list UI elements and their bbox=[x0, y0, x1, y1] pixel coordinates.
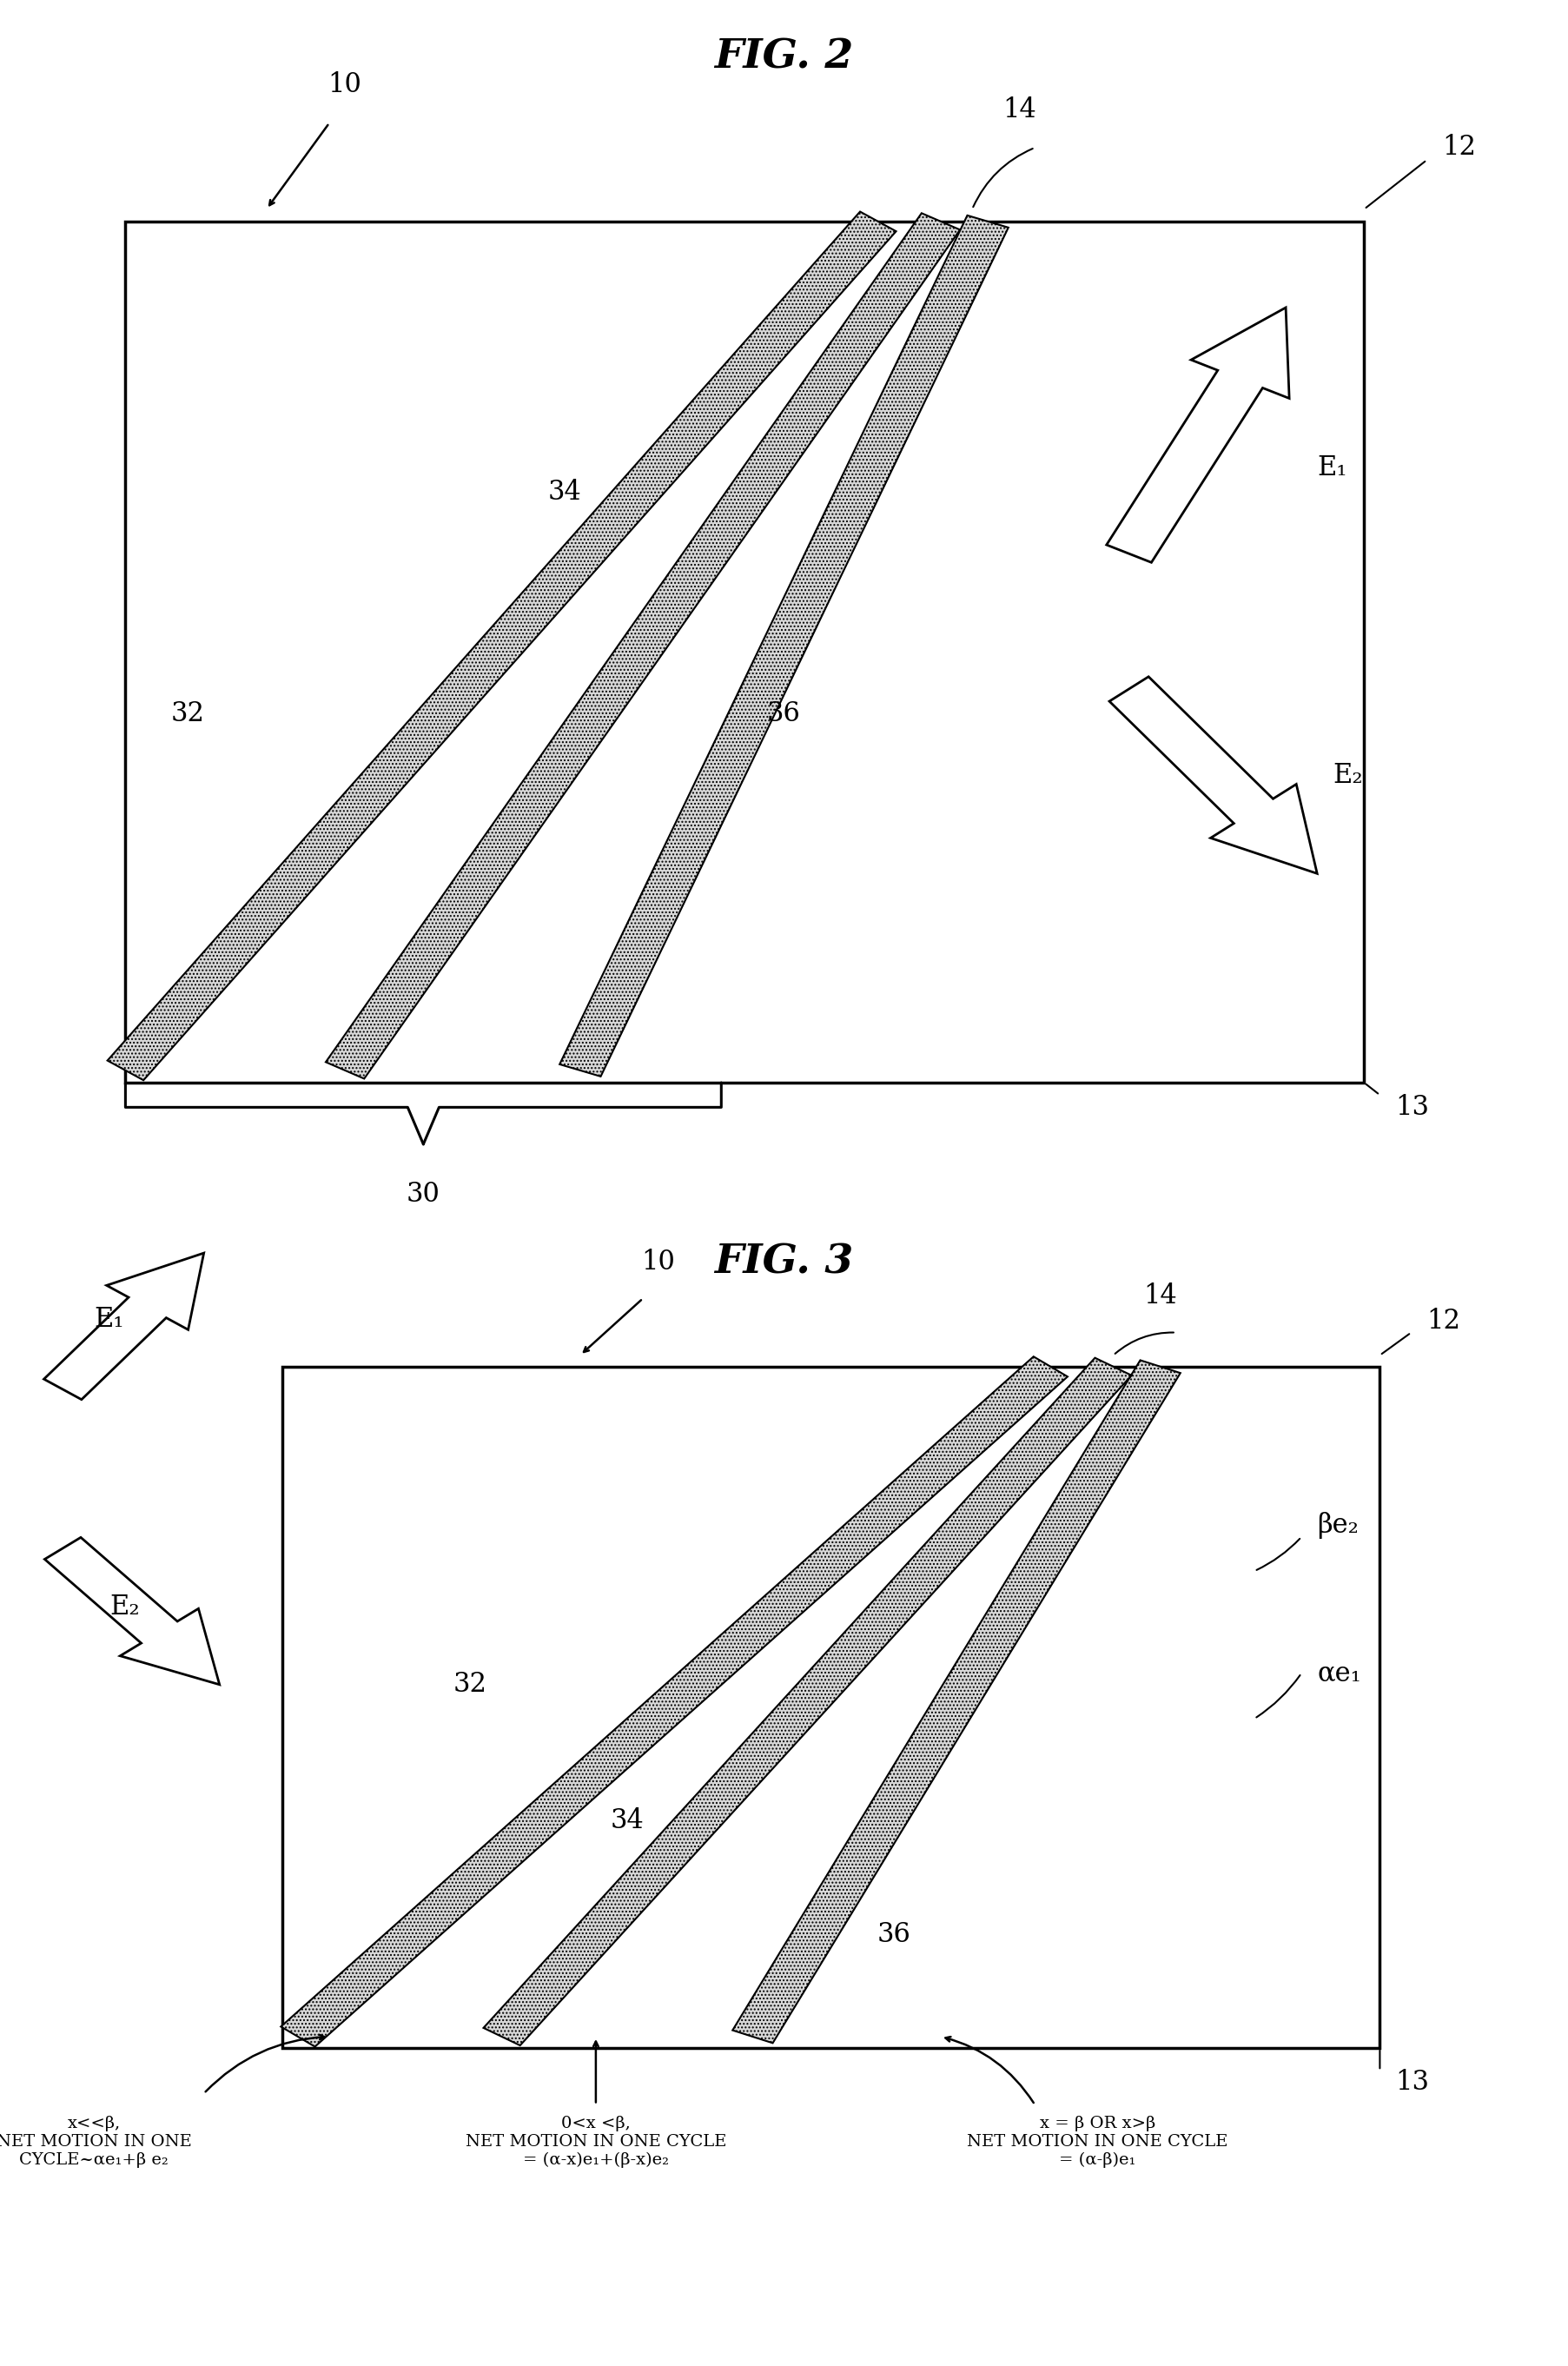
Polygon shape bbox=[560, 215, 1008, 1077]
Text: 12: 12 bbox=[1443, 135, 1477, 161]
Text: 30: 30 bbox=[406, 1181, 441, 1209]
Polygon shape bbox=[108, 211, 895, 1081]
Text: 12: 12 bbox=[1427, 1308, 1461, 1334]
Text: 14: 14 bbox=[1002, 97, 1036, 123]
Text: αe₁: αe₁ bbox=[1317, 1661, 1361, 1687]
Text: 34: 34 bbox=[547, 478, 582, 506]
Text: 14: 14 bbox=[1143, 1282, 1178, 1311]
Bar bbox=[282, 1368, 1380, 2049]
Polygon shape bbox=[281, 1356, 1068, 2047]
Text: E₁: E₁ bbox=[94, 1306, 124, 1332]
Text: E₂: E₂ bbox=[1333, 762, 1363, 788]
Bar bbox=[125, 222, 1364, 1084]
Text: x = β OR x>β
NET MOTION IN ONE CYCLE
= (α-β)e₁: x = β OR x>β NET MOTION IN ONE CYCLE = (… bbox=[967, 2115, 1228, 2167]
Polygon shape bbox=[44, 1538, 220, 1685]
Text: 13: 13 bbox=[1396, 1093, 1430, 1121]
Text: 36: 36 bbox=[767, 700, 801, 726]
Polygon shape bbox=[44, 1254, 204, 1401]
Polygon shape bbox=[326, 213, 960, 1079]
Polygon shape bbox=[732, 1360, 1181, 2044]
Text: 32: 32 bbox=[171, 700, 205, 726]
Text: E₂: E₂ bbox=[110, 1595, 140, 1621]
Text: E₁: E₁ bbox=[1317, 454, 1347, 480]
Text: 32: 32 bbox=[453, 1670, 488, 1699]
Polygon shape bbox=[483, 1358, 1132, 2047]
Polygon shape bbox=[1107, 308, 1289, 563]
Text: 10: 10 bbox=[641, 1249, 676, 1275]
Text: x<<β,
NET MOTION IN ONE
CYCLE~αe₁+β e₂: x<<β, NET MOTION IN ONE CYCLE~αe₁+β e₂ bbox=[0, 2115, 191, 2167]
Polygon shape bbox=[1110, 677, 1317, 873]
Text: FIG. 2: FIG. 2 bbox=[715, 38, 853, 76]
Text: 34: 34 bbox=[610, 1808, 644, 1834]
Text: 13: 13 bbox=[1396, 2068, 1430, 2096]
Text: 0<x <β,
NET MOTION IN ONE CYCLE
= (α-x)e₁+(β-x)e₂: 0<x <β, NET MOTION IN ONE CYCLE = (α-x)e… bbox=[466, 2115, 726, 2167]
Text: 10: 10 bbox=[328, 71, 362, 99]
Text: βe₂: βe₂ bbox=[1317, 1512, 1359, 1538]
Text: 36: 36 bbox=[877, 1921, 911, 1947]
Text: FIG. 3: FIG. 3 bbox=[715, 1242, 853, 1282]
